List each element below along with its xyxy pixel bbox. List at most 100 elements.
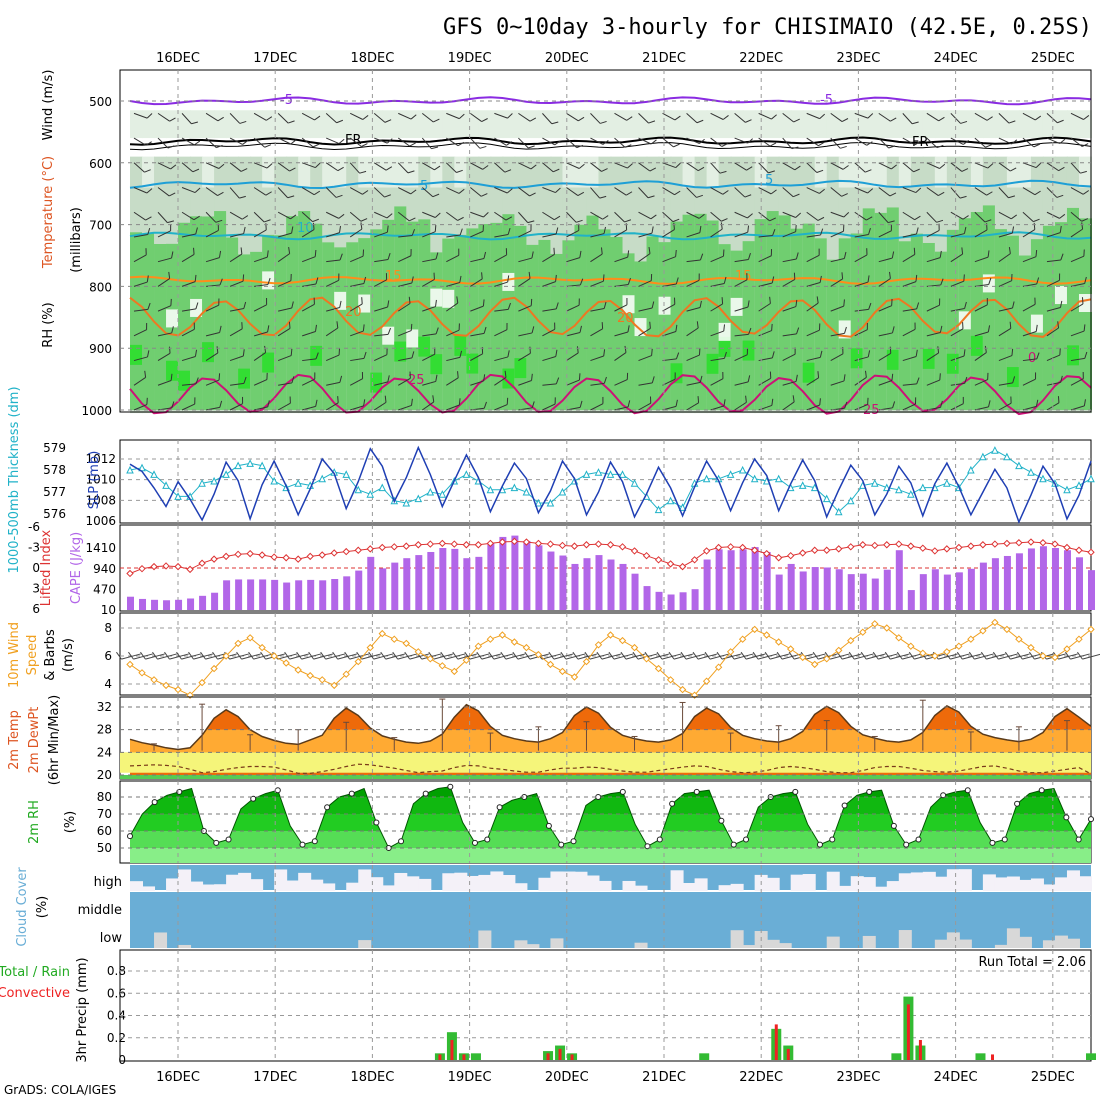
thickness-marker [366, 490, 375, 498]
wind-barb-flag [720, 222, 723, 230]
wind-barb-flag [360, 222, 363, 230]
wind-speed-marker [859, 628, 867, 636]
legend-temperature: Temperature (°C) [41, 156, 56, 269]
wind-barb-flag [940, 278, 944, 286]
high-cloud-fill [310, 879, 324, 891]
wind-barb-shaft [157, 278, 170, 287]
rh-shade-cell [178, 156, 192, 188]
wind-barb-shaft [1070, 357, 1085, 362]
wind-barb-flag [697, 166, 705, 172]
rh-shade-cell [238, 156, 252, 188]
wind-barb-flag [336, 119, 344, 124]
wind-barb-flag [841, 272, 844, 280]
rh-shade-cell [298, 156, 312, 188]
wind-barb-shaft [301, 137, 314, 148]
li-marker [522, 538, 531, 546]
wind-barb-flag [1035, 249, 1038, 257]
cape-bar [1088, 570, 1095, 610]
wind-barb [205, 162, 225, 169]
rh-shade-cell [730, 156, 744, 188]
wind-barb [542, 187, 561, 194]
rh-shade-cell [1018, 156, 1032, 188]
low-cloud-fill [934, 939, 948, 948]
li-marker [991, 540, 999, 548]
wind-barb-flag [167, 220, 174, 224]
wind-barb-shaft [806, 112, 820, 120]
li-marker [943, 545, 951, 553]
wind-barb-shaft [638, 402, 652, 411]
wind-barb [638, 273, 653, 287]
precip-tick-label: 0 [118, 1053, 126, 1067]
wind-barb [349, 211, 368, 222]
wind-barb-shaft [1022, 229, 1036, 238]
contour-label: 5 [420, 179, 428, 194]
rh2m-marker [311, 838, 318, 845]
li-marker [798, 549, 807, 557]
surface-barb-flag [716, 651, 723, 660]
wind-barb-shaft [686, 327, 699, 337]
wind-barb-flag [459, 275, 462, 283]
wind-barb-flag [768, 170, 775, 174]
rh-shade-cell [322, 110, 336, 139]
wind-barb-shaft [542, 162, 554, 173]
wind-barb-flag [240, 168, 248, 172]
wind-barb-flag [507, 227, 511, 235]
wind-barb-shaft [1046, 307, 1061, 312]
wind-speed-marker [474, 642, 483, 650]
wind-barb-shaft [1022, 187, 1036, 196]
li-marker [534, 539, 543, 548]
rh-shade-cell [406, 221, 420, 410]
slp-tick-label: 1008 [85, 493, 116, 507]
wind-barb [518, 271, 531, 287]
wind-barb [998, 396, 1012, 411]
surface-barb-flag [908, 651, 915, 660]
cloud-unit-label: (%) [35, 896, 50, 919]
low-cloud-fill [862, 935, 876, 948]
high-cloud-fill [934, 876, 948, 891]
rh-shade-cell [454, 110, 468, 139]
surface-barb-flag [308, 651, 315, 660]
wind-barb-shaft [806, 254, 820, 263]
rh-shade-cell [658, 296, 672, 315]
wind-barb-shaft [350, 255, 364, 263]
li-marker [1003, 539, 1011, 548]
wind-barb [494, 227, 511, 238]
wind-barb [542, 349, 558, 362]
rh-shade-cell [202, 156, 216, 188]
wind-barb-shaft [470, 305, 484, 312]
wind-barb-flag [144, 370, 147, 378]
wind-barb-flag [194, 140, 201, 146]
wind-barb-flag [675, 324, 678, 332]
wind-barb-flag [987, 163, 994, 169]
rh-shade-cell [874, 110, 888, 139]
wind-barb-shaft [278, 232, 292, 238]
wind-barb [1046, 187, 1064, 198]
wind-barb-flag [843, 299, 845, 307]
wind-barb-flag [818, 323, 821, 331]
wind-barb [374, 300, 390, 312]
wind-barb-shaft [734, 333, 749, 337]
rh-shade-cell [646, 156, 660, 188]
wind-barb-shaft [1046, 259, 1061, 263]
wind-barb-shaft [229, 137, 243, 145]
wind-barb [398, 229, 416, 238]
wind-barb-flag [287, 195, 295, 199]
wind-barb-shaft [854, 377, 867, 386]
wind-barb-flag [795, 224, 797, 232]
rh2m-marker [903, 841, 910, 848]
precip-axis-label: 3hr Precip (mm) [75, 957, 90, 1062]
wind-barb-flag [1082, 371, 1084, 379]
wind-barb [614, 325, 630, 337]
rh-shade-cell [370, 110, 384, 139]
wind-barb-flag [722, 115, 729, 120]
surface-barb-flag [296, 651, 303, 660]
wind-barb [566, 346, 579, 361]
wind-barb [205, 137, 223, 149]
thickness-marker [1027, 468, 1035, 476]
wind-barb [518, 137, 535, 149]
wind-barb-shaft [830, 162, 844, 170]
wind-barb-flag [1008, 120, 1016, 124]
wind-barb-flag [219, 278, 223, 286]
wind-barb-flag [1060, 253, 1064, 261]
